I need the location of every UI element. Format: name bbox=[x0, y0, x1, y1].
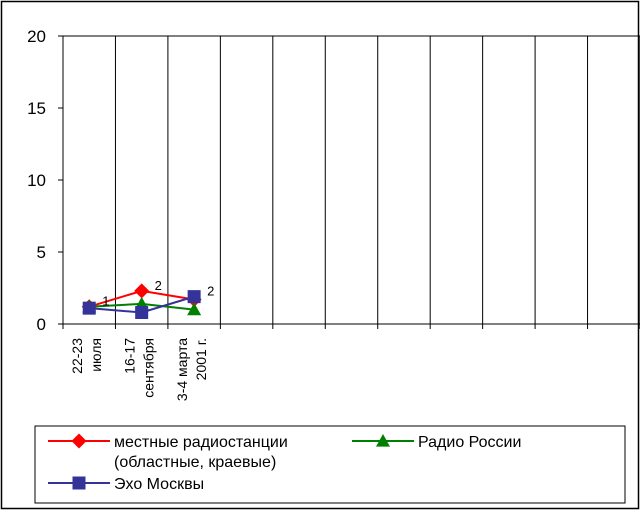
data-point-series-2 bbox=[187, 302, 202, 316]
legend-label-line2: (областные, краевые) bbox=[114, 454, 276, 471]
legend-box bbox=[34, 425, 626, 504]
x-tick-label: июля bbox=[88, 338, 104, 372]
data-label: 1 bbox=[102, 294, 109, 309]
y-tick-label: 0 bbox=[37, 315, 46, 334]
data-point-series-3 bbox=[187, 290, 201, 304]
x-tick-label: 16-17 bbox=[122, 338, 138, 374]
legend-label: местные радиостанции bbox=[114, 434, 288, 451]
legend: местные радиостанции (областные, краевые)… bbox=[34, 425, 626, 504]
data-point-series-1 bbox=[134, 283, 150, 299]
data-label: 2 bbox=[155, 278, 162, 293]
x-tick-label: 22-23 bbox=[69, 338, 85, 374]
x-tick-label: сентября bbox=[141, 338, 157, 398]
data-label: 2 bbox=[207, 284, 214, 299]
y-tick-label: 10 bbox=[27, 171, 46, 190]
data-point-series-3 bbox=[135, 305, 149, 319]
x-tick-label: 2001 г. bbox=[193, 338, 209, 380]
legend-marker bbox=[71, 433, 87, 449]
legend-label: Радио России bbox=[418, 434, 521, 451]
legend-marker bbox=[376, 434, 390, 447]
x-tick-label: 3-4 марта bbox=[174, 338, 190, 401]
legend-label: Эхо Москвы bbox=[114, 476, 204, 493]
data-point-series-3 bbox=[82, 301, 96, 315]
y-tick-label: 5 bbox=[37, 243, 46, 262]
y-tick-label: 20 bbox=[27, 27, 46, 46]
y-tick-label: 15 bbox=[27, 99, 46, 118]
legend-marker bbox=[72, 476, 86, 490]
